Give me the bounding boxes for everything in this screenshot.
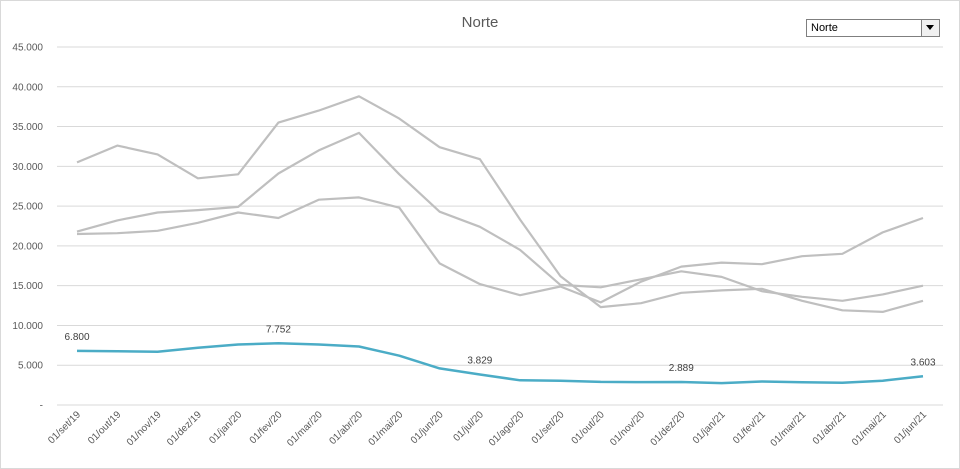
gridlines (57, 46, 943, 406)
data-label: 6.800 (64, 332, 89, 343)
x-tick-label: 01/abr/20 (327, 409, 365, 447)
x-tick-label: 01/nov/19 (125, 409, 164, 448)
data-label: 7.752 (266, 324, 291, 335)
y-tick-label: 30.000 (12, 162, 43, 173)
y-tick-label: 10.000 (12, 321, 43, 332)
y-tick-label: - (40, 401, 43, 412)
x-tick-label: 01/jun/21 (892, 409, 929, 446)
series-line-1 (76, 95, 924, 313)
x-tick-label: 01/fev/21 (731, 409, 768, 446)
data-label: 3.829 (467, 356, 492, 367)
x-tick-label: 01/jan/21 (691, 409, 728, 446)
chart-title: Norte (461, 14, 499, 31)
x-tick-label: 01/fev/20 (248, 409, 285, 446)
series-line-2 (76, 131, 924, 302)
series-line-4 (76, 342, 924, 385)
x-tick-label: 01/set/20 (530, 409, 567, 446)
chevron-down-icon (926, 25, 934, 30)
y-tick-label: 15.000 (12, 281, 43, 292)
x-tick-label: 01/jul/20 (451, 409, 486, 444)
x-tick-label: 01/mai/21 (850, 409, 889, 448)
region-dropdown-value: Norte (811, 22, 838, 34)
dropdown-arrow-button[interactable] (921, 20, 939, 36)
y-tick-label: 25.000 (12, 202, 43, 213)
y-axis: - 5.000 10.000 15.000 20.000 25.000 30.000 35.0… (12, 43, 43, 412)
x-axis: 01/set/19 01/out/19 01/nov/19 01/dez/19 01/j… (46, 409, 929, 449)
x-tick-label: 01/set/19 (46, 409, 83, 446)
x-tick-label: 01/mar/21 (769, 409, 809, 449)
x-tick-label: 01/abr/21 (811, 409, 849, 447)
y-tick-label: 20.000 (12, 241, 43, 252)
x-tick-label: 01/ago/20 (487, 409, 527, 449)
data-label: 3.603 (910, 357, 935, 368)
y-tick-label: 35.000 (12, 122, 43, 133)
x-tick-label: 01/mai/20 (367, 409, 406, 448)
data-label: 2.889 (669, 363, 694, 374)
x-tick-label: 01/out/19 (86, 409, 124, 447)
data-labels: 6.800 7.752 3.829 2.889 3.603 (64, 324, 935, 374)
x-tick-label: 01/dez/19 (165, 409, 204, 448)
y-tick-label: 45.000 (12, 43, 43, 54)
x-tick-label: 01/jan/20 (207, 409, 244, 446)
x-tick-label: 01/nov/20 (608, 409, 647, 448)
x-tick-label: 01/out/20 (570, 409, 608, 447)
series-lines (76, 95, 924, 385)
x-tick-label: 01/jun/20 (409, 409, 446, 446)
region-dropdown[interactable]: Norte (806, 19, 940, 37)
x-tick-label: 01/mar/20 (285, 409, 325, 449)
series-line-3 (76, 196, 924, 304)
y-tick-label: 40.000 (12, 82, 43, 93)
x-tick-label: 01/dez/20 (649, 409, 688, 448)
y-tick-label: 5.000 (18, 361, 43, 372)
